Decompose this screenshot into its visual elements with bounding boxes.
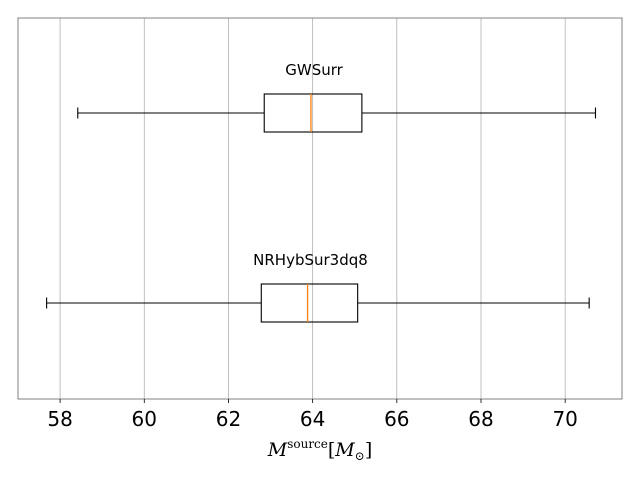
x-tick-label: 64 — [300, 407, 325, 431]
x-tick-label: 62 — [216, 407, 241, 431]
x-tick-label: 68 — [468, 407, 493, 431]
box-title: NRHybSur3dq8 — [253, 251, 368, 269]
box-iqr — [263, 93, 363, 133]
x-tick-label: 70 — [552, 407, 577, 431]
box-title: GWSurr — [285, 61, 343, 79]
box-group: GWSurr — [77, 61, 597, 133]
x-gridlines — [59, 18, 566, 399]
plot-frame — [17, 17, 623, 400]
box-iqr — [260, 283, 359, 323]
x-ticks: 58 60 62 64 66 68 70 — [47, 399, 578, 431]
x-tick-label: 58 — [47, 407, 72, 431]
x-tick-label: 66 — [384, 407, 409, 431]
x-tick-label: 60 — [132, 407, 157, 431]
box-group: NRHybSur3dq8 — [46, 251, 590, 323]
x-axis-label: Msource[M⊙] — [267, 437, 373, 463]
box-series: GWSurr NRHybSur3dq8 — [46, 61, 597, 323]
